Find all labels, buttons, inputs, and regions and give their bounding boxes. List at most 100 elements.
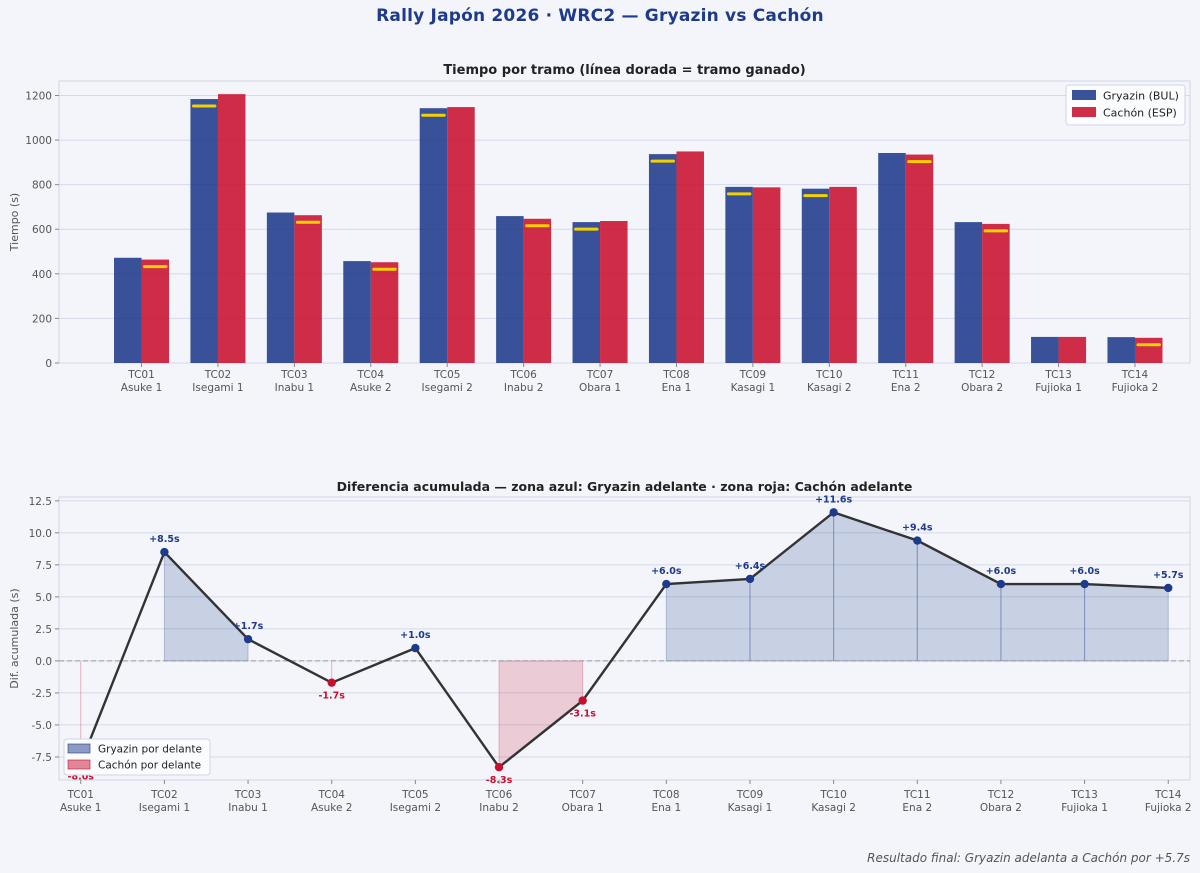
diff-point xyxy=(996,579,1006,589)
bar-cachon xyxy=(370,262,399,363)
diff-data-label: +6.4s xyxy=(735,561,766,572)
bar-x-tick-label: TC01 Asuke 1 xyxy=(121,369,163,394)
legend-label-gryazin-ahead: Gryazin por delante xyxy=(98,744,202,756)
legend-label-gryazin: Gryazin (BUL) xyxy=(1103,90,1179,103)
bar-gryazin xyxy=(114,257,142,363)
bar-y-tick-label: 0 xyxy=(45,358,52,370)
diff-point xyxy=(327,678,336,687)
zone-gryazin-ahead xyxy=(1000,583,1086,662)
bar-cachon xyxy=(523,218,552,363)
bar-y-tick-label: 400 xyxy=(32,269,52,281)
line-x-tick-label: TC12 Obara 2 xyxy=(980,789,1022,814)
line-y-axis-label: Dif. acumulada (s) xyxy=(8,588,21,688)
bar-x-tick-label: TC14 Fujioka 2 xyxy=(1112,369,1159,394)
line-x-tick-label: TC05 Isegami 2 xyxy=(390,789,441,814)
zone-gryazin-ahead xyxy=(1084,583,1169,662)
line-x-tick-label: TC06 Inabu 2 xyxy=(479,789,519,814)
cumulative-diff-line xyxy=(79,511,1169,769)
bar-cachon xyxy=(676,151,704,363)
diff-data-label: -8.0s xyxy=(68,771,95,782)
diff-point xyxy=(829,508,838,517)
bar-gryazin xyxy=(954,222,983,363)
line-y-tick-label: 0.0 xyxy=(35,656,52,668)
bar-x-tick-label: TC05 Isegami 2 xyxy=(422,369,473,394)
line-legend-box xyxy=(63,738,211,776)
bar-y-tick-label: 1200 xyxy=(25,90,52,102)
bar-y-axis-label: Tiempo (s) xyxy=(8,193,21,252)
diff-data-label: +6.0s xyxy=(986,566,1017,577)
diff-data-label: +1.7s xyxy=(233,621,264,632)
line-x-tick-label: TC09 Kasagi 1 xyxy=(728,789,773,814)
legend-label-cachon-ahead: Cachón por delante xyxy=(98,760,201,772)
bar-cachon xyxy=(294,215,322,363)
line-y-tick-label: -5.0 xyxy=(32,720,53,732)
bar-cachon xyxy=(447,107,475,363)
bar-gryazin xyxy=(725,186,753,363)
bar-cachon xyxy=(1058,336,1087,363)
diff-data-label: -1.7s xyxy=(318,691,345,702)
line-x-tick-label: TC01 Asuke 1 xyxy=(60,789,102,814)
line-x-tick-label: TC02 Isegami 1 xyxy=(139,789,190,814)
diff-data-label: +8.5s xyxy=(149,534,180,545)
diff-point xyxy=(1164,583,1173,593)
line-legend: Gryazin por delante Cachón por delante xyxy=(63,738,211,776)
line-y-tick-label: 10.0 xyxy=(29,528,52,540)
bar-gryazin xyxy=(266,212,295,363)
bar-gryazin xyxy=(496,216,524,363)
diff-point xyxy=(411,643,420,653)
legend-swatch-gryazin-ahead xyxy=(67,743,91,754)
bar-x-tick-label: TC10 Kasagi 2 xyxy=(807,369,852,394)
diff-point xyxy=(494,762,504,772)
line-y-tick-label: 7.5 xyxy=(35,560,52,572)
bar-x-tick-label: TC02 Isegami 1 xyxy=(192,369,243,394)
line-chart-title: Diferencia acumulada — zona azul: Gryazi… xyxy=(337,479,913,494)
bar-cachon xyxy=(600,220,628,363)
bar-x-tick-label: TC11 Ena 2 xyxy=(891,369,921,394)
line-y-tick-label: -2.5 xyxy=(32,688,53,700)
bar-gryazin xyxy=(878,153,906,363)
line-x-tick-label: TC08 Ena 1 xyxy=(651,789,681,814)
bar-x-tick-label: TC08 Ena 1 xyxy=(662,369,692,394)
bar-cachon xyxy=(752,187,781,363)
line-y-tick-label: -7.5 xyxy=(32,752,53,764)
bar-gryazin xyxy=(1107,337,1135,363)
bar-cachon xyxy=(905,154,934,363)
diff-point xyxy=(578,696,587,705)
bar-cachon xyxy=(829,186,857,363)
diff-data-label: +1.0s xyxy=(400,630,431,641)
bar-x-tick-label: TC06 Inabu 2 xyxy=(504,369,544,394)
bar-x-tick-label: TC09 Kasagi 1 xyxy=(731,369,776,394)
bar-cachon xyxy=(217,94,246,363)
bar-gryazin xyxy=(572,222,601,363)
bar-gryazin xyxy=(801,188,830,363)
bar-x-tick-label: TC12 Obara 2 xyxy=(961,369,1003,394)
legend-swatch-cachon-ahead xyxy=(67,759,91,770)
bar-y-tick-label: 800 xyxy=(32,180,52,192)
line-y-tick-label: 5.0 xyxy=(35,592,52,604)
line-x-tick-label: TC07 Obara 1 xyxy=(562,789,604,814)
diff-point xyxy=(1080,579,1089,589)
line-y-tick-label: 12.5 xyxy=(29,496,52,508)
final-result-note: Resultado final: Gryazin adelanta a Cach… xyxy=(867,851,1190,865)
diff-data-label: +9.4s xyxy=(902,523,933,534)
bar-gryazin xyxy=(648,154,677,363)
line-x-tick-label: TC13 Fujioka 1 xyxy=(1061,789,1108,814)
legend-swatch-cachon xyxy=(1072,107,1096,117)
bar-chart-title: Tiempo por tramo (línea dorada = tramo g… xyxy=(443,63,805,78)
bar-x-tick-label: TC07 Obara 1 xyxy=(579,369,621,394)
diff-data-label: +5.7s xyxy=(1153,570,1184,581)
bar-gryazin xyxy=(190,99,218,363)
line-x-tick-label: TC04 Asuke 2 xyxy=(311,789,353,814)
bar-x-tick-label: TC03 Inabu 1 xyxy=(275,369,315,394)
line-x-tick-label: TC10 Kasagi 2 xyxy=(811,789,856,814)
bar-x-tick-label: TC04 Asuke 2 xyxy=(350,369,392,394)
bar-legend: Gryazin (BUL) Cachón (ESP) xyxy=(1065,84,1186,126)
bar-gryazin xyxy=(343,261,371,363)
bar-gryazin xyxy=(419,108,448,363)
page-title: Rally Japón 2026 · WRC2 — Gryazin vs Cac… xyxy=(376,6,824,26)
diff-point xyxy=(160,547,169,557)
line-y-tick-label: 2.5 xyxy=(35,624,52,636)
line-x-tick-label: TC11 Ena 2 xyxy=(902,789,932,814)
diff-data-label: +6.0s xyxy=(1069,566,1100,577)
